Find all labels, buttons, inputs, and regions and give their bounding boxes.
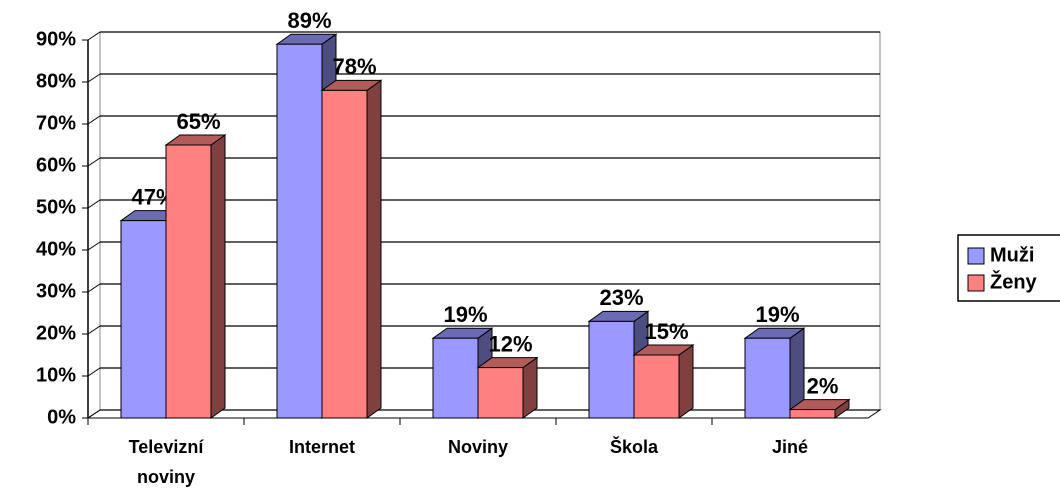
value-label: 19% — [443, 302, 487, 327]
value-label: 89% — [287, 8, 331, 33]
x-tick-label: Noviny — [447, 437, 508, 457]
y-tick-label: 50% — [36, 196, 76, 218]
bar — [320, 79, 383, 419]
grid-diag — [87, 73, 101, 83]
bar — [632, 344, 695, 419]
value-label: 23% — [599, 285, 643, 310]
grid-diag — [87, 199, 101, 209]
y-tick-label: 30% — [36, 280, 76, 302]
bar-front — [633, 354, 680, 419]
y-tick-label: 80% — [36, 70, 76, 92]
bar-front — [276, 43, 323, 419]
bar-front — [165, 144, 212, 419]
bar — [164, 134, 227, 419]
grid-diag — [87, 241, 101, 251]
y-tick-label: 10% — [36, 364, 76, 386]
legend-swatch — [967, 274, 985, 292]
bar-front — [477, 367, 524, 419]
grid-diag — [87, 157, 101, 167]
grid-diag — [87, 367, 101, 377]
bar-side — [210, 134, 226, 419]
y-tick-label: 70% — [36, 112, 76, 134]
bar-side — [678, 344, 694, 419]
x-tick-label: Jiné — [771, 437, 809, 457]
bar — [743, 327, 806, 419]
legend-label: Ženy — [990, 269, 1038, 293]
x-label-box: Internet — [288, 437, 355, 457]
x-tick-label: Internet — [288, 437, 355, 457]
bar-front — [321, 89, 368, 419]
grid-diag — [87, 115, 101, 125]
bar-front — [789, 409, 836, 419]
legend-swatch — [967, 247, 985, 265]
value-label: 65% — [176, 109, 220, 134]
value-label: 2% — [807, 373, 839, 398]
y-tick-label: 0% — [47, 406, 76, 428]
value-label: 78% — [332, 54, 376, 79]
bar-side — [366, 79, 382, 419]
x-label-box: Noviny — [447, 437, 508, 457]
y-tick-label: 90% — [36, 28, 76, 50]
bar-front — [588, 320, 635, 419]
y-tick-label: 40% — [36, 238, 76, 260]
grid-diag — [87, 283, 101, 293]
legend-label: Muži — [990, 244, 1034, 266]
x-label-box: Jiné — [771, 437, 809, 457]
x-tick-label: Televizní noviny — [128, 437, 204, 487]
value-label: 15% — [644, 319, 688, 344]
bar-front — [120, 220, 167, 419]
x-label-box: Škola — [609, 437, 659, 457]
bar — [788, 398, 851, 419]
bar-front — [744, 337, 791, 419]
x-label-box: Televizní noviny — [128, 437, 204, 487]
y-tick-label: 20% — [36, 322, 76, 344]
value-label: 19% — [755, 302, 799, 327]
bar-front — [432, 337, 479, 419]
grid-diag — [87, 325, 101, 335]
value-label: 12% — [488, 331, 532, 356]
y-tick-label: 60% — [36, 154, 76, 176]
grid-diag — [87, 31, 101, 41]
grid-diag — [87, 409, 101, 419]
bar — [476, 356, 539, 419]
x-tick-label: Škola — [609, 437, 659, 457]
